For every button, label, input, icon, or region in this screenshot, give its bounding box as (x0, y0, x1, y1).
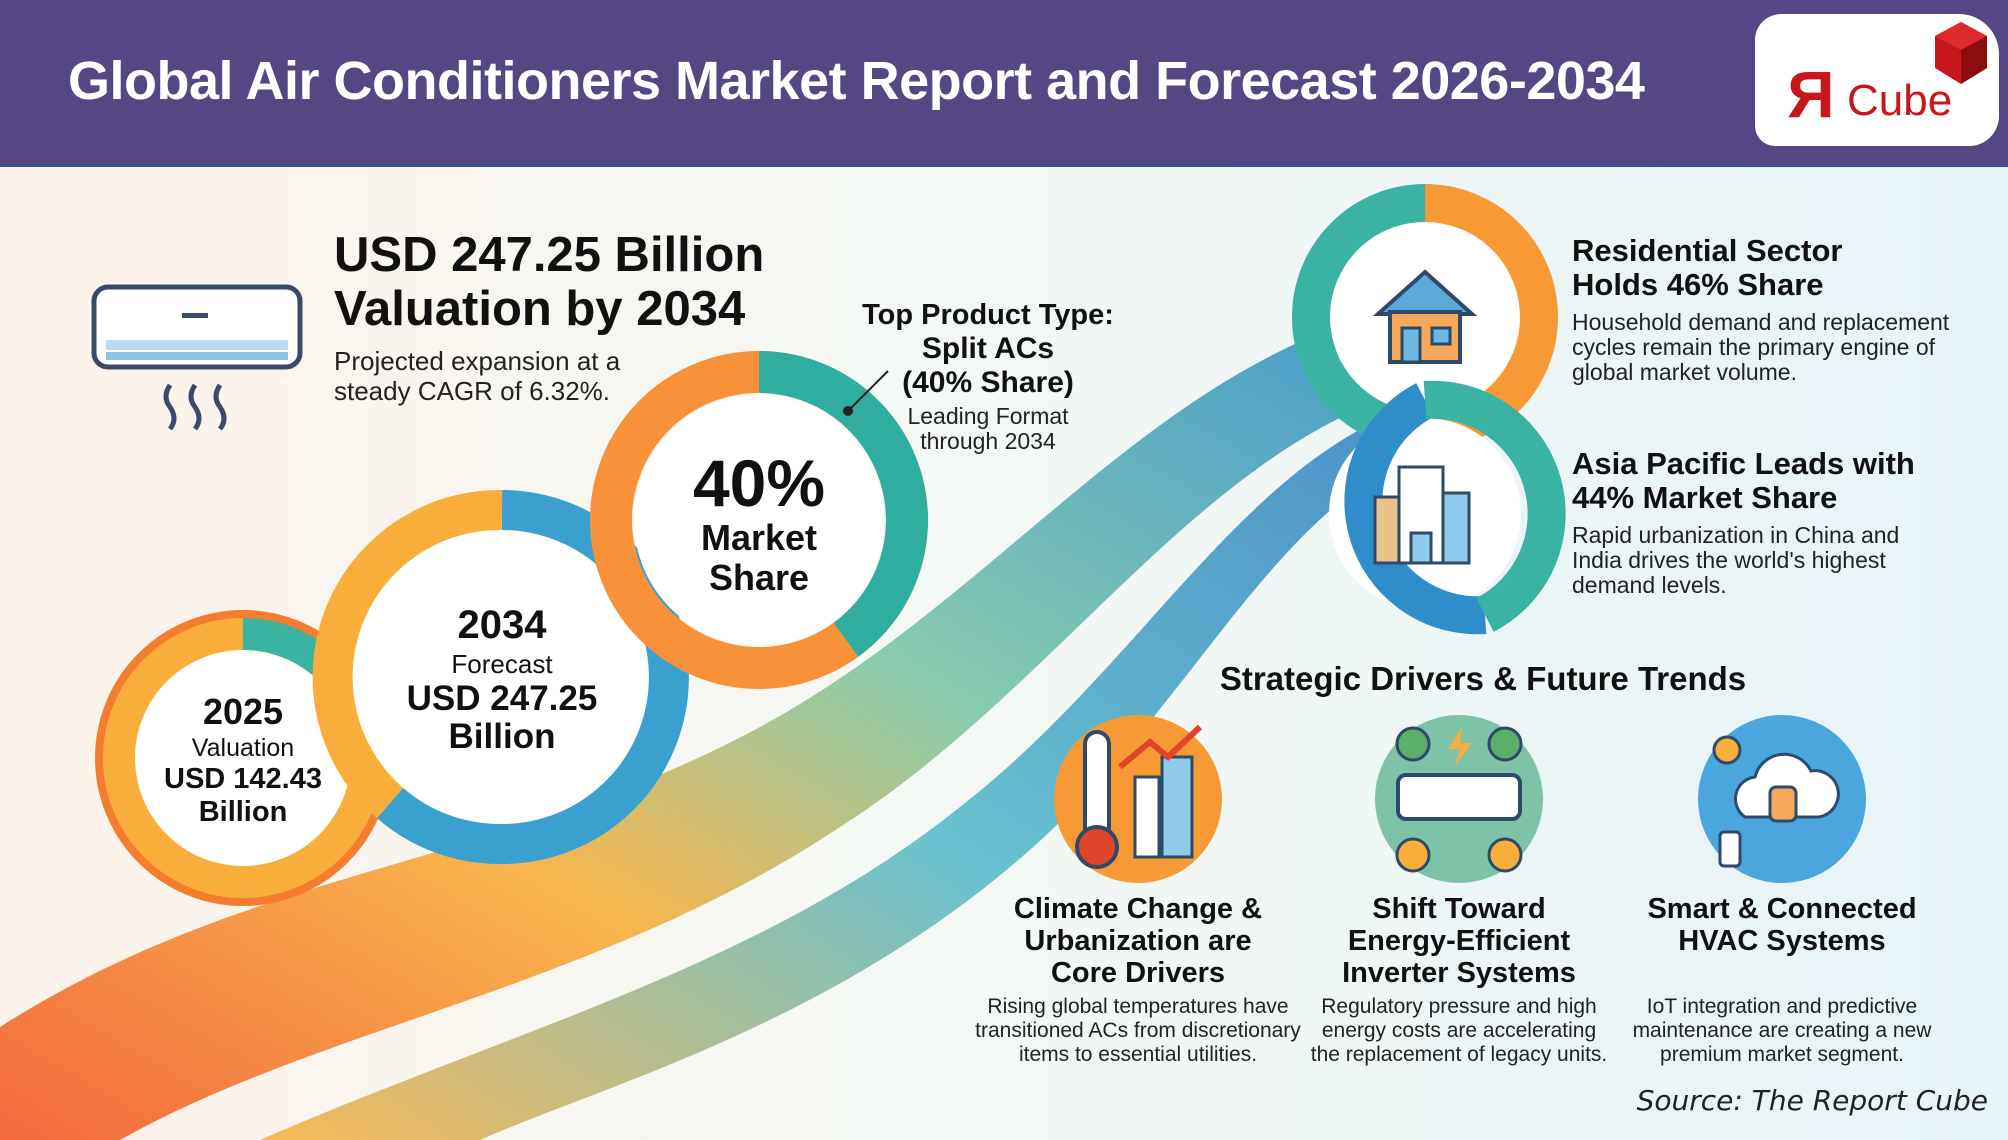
asia-block: Asia Pacific Leads with 44% Market Share … (1572, 446, 1915, 598)
page-title: Global Air Conditioners Market Report an… (68, 51, 1645, 111)
cube-icon (1935, 22, 1987, 84)
residential-block: Residential Sector Holds 46% Share Househ… (1572, 233, 1950, 385)
valuation-2025-label: 2025 Valuation USD 142.43 Billion (164, 691, 322, 828)
driver-inverter: Shift Toward Energy-Efficient Inverter Sys… (1310, 893, 1608, 1066)
forecast-2034-label: 2034 Forecast USD 247.25 Billion (406, 603, 598, 756)
share-arc-segment (758, 351, 928, 657)
driver-smart-hvac: Smart & Connected HVAC Systems IoT integr… (1632, 893, 1932, 1066)
smart-cloud-network-icon (1698, 715, 1866, 883)
air-conditioner-icon (91, 284, 303, 431)
buildings-icon (1373, 465, 1471, 565)
energy-efficient-ac-icon (1375, 715, 1543, 883)
growth-wave-secondary (260, 407, 1410, 1140)
header-banner: Global Air Conditioners Market Report an… (0, 0, 2008, 167)
driver-climate: Climate Change & Urbanization are Core Dri… (975, 893, 1301, 1066)
donut-label: 40% Market Share (692, 446, 826, 598)
source-note: Source: The Report Cube (1636, 1084, 1988, 1117)
headline-title: USD 247.25 Billion Valuation by 2034 (334, 228, 765, 336)
product-type-callout: Top Product Type: Split ACs (40% Share) … (862, 299, 1114, 454)
growth-wave (0, 307, 1420, 1140)
house-icon (1372, 269, 1478, 364)
infographic-art (0, 184, 1866, 1140)
headline-subtext: Projected expansion at a steady CAGR of 6… (334, 346, 621, 406)
market-share-donut (590, 351, 928, 689)
thermometer-city-icon (1054, 715, 1222, 883)
report-cube-logo: R Cube (1755, 14, 1999, 146)
drivers-heading: Strategic Drivers & Future Trends (1219, 660, 1747, 697)
